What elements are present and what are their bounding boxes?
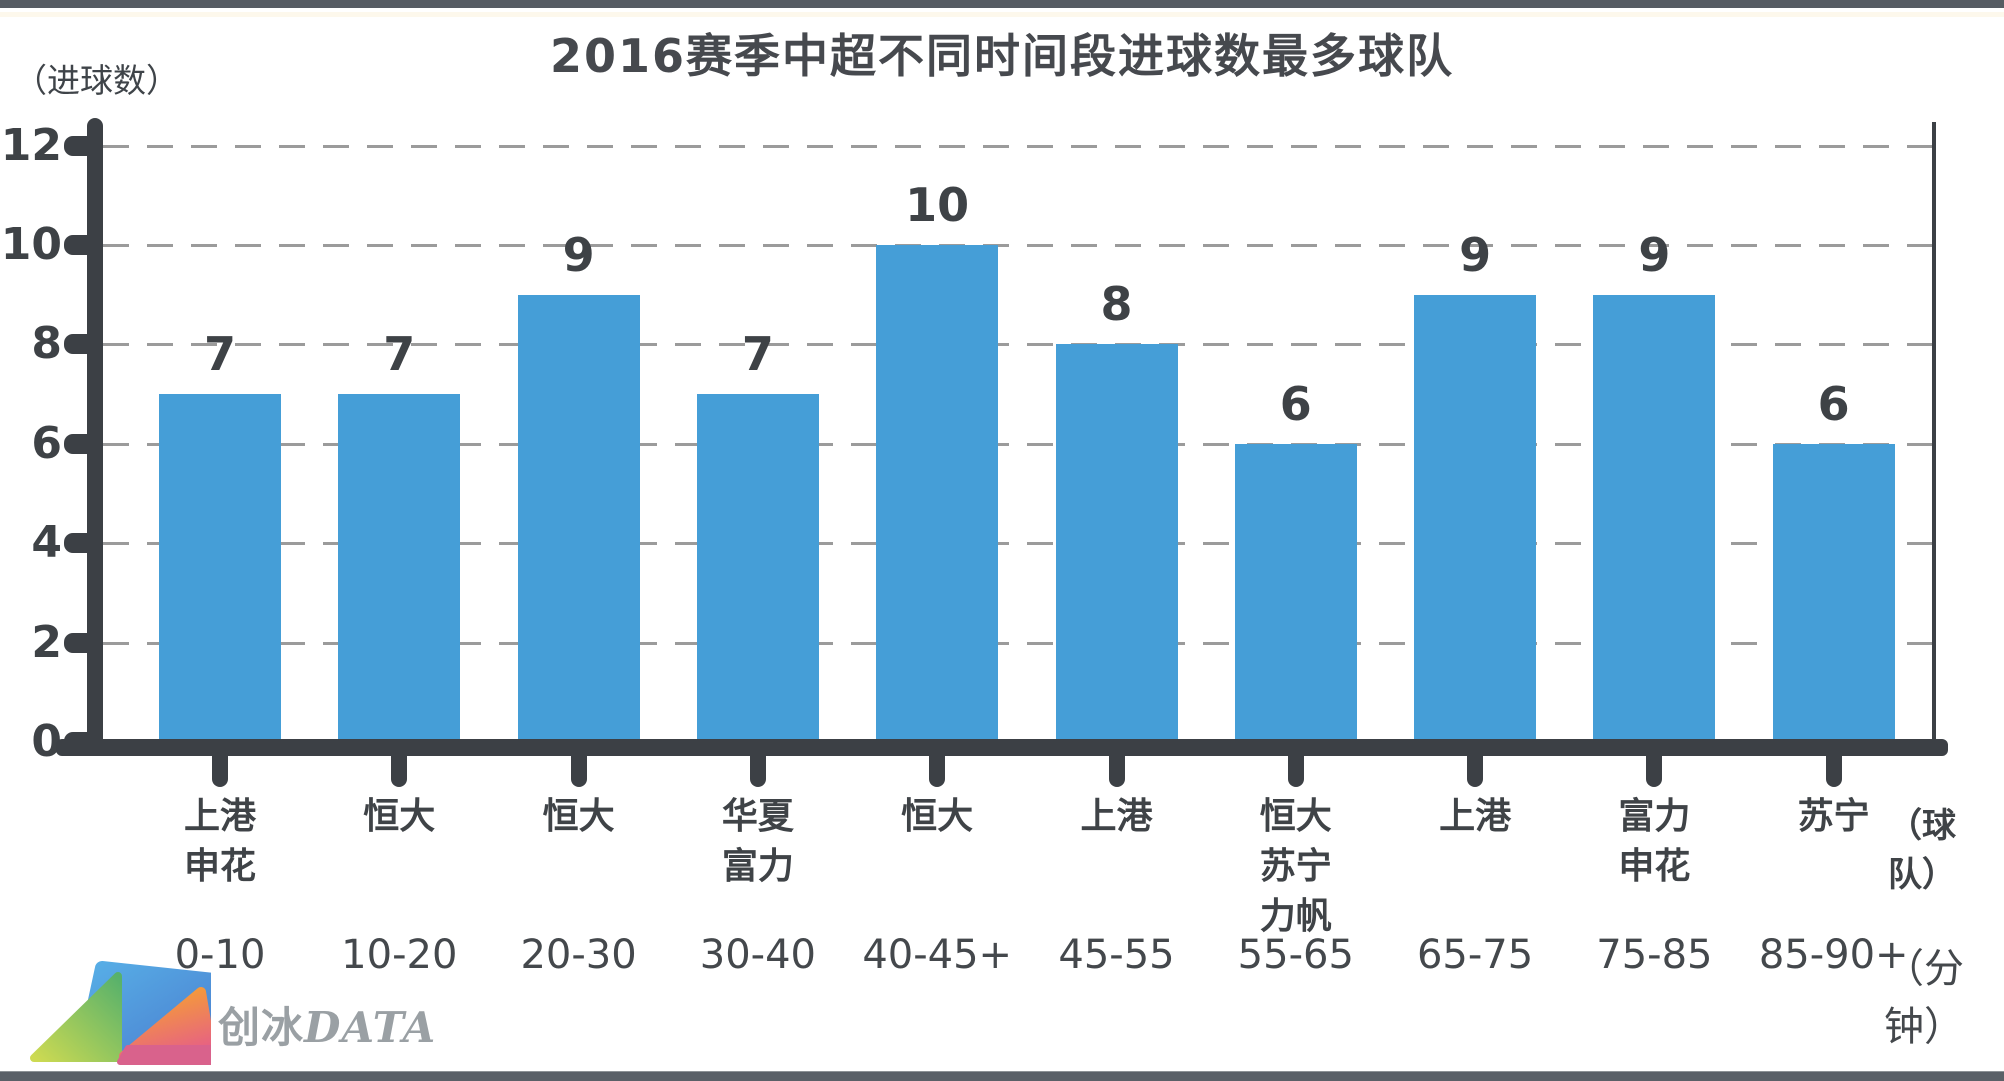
logo-wordmark-cn: 创冰 [218,1003,305,1052]
bar-value-20-30: 9 [562,227,595,282]
team-label-85-90+: 苏宁 [1797,796,1870,837]
bar-value-30-40: 7 [741,327,774,382]
bar-30-40 [696,394,819,739]
logo-mark-icon [30,961,211,1065]
bar-20-30 [517,294,640,739]
plot-right-border [1932,122,1936,745]
logo-wordmark-en: DATA [304,1003,437,1052]
bar-value-45-55: 8 [1100,277,1133,332]
bar-85-90+ [1772,443,1895,739]
x-axis-tick-85-90+ [1825,754,1842,787]
bar-value-65-75: 9 [1459,227,1492,282]
x-axis-team-unit-label: （球队） [1888,806,1956,895]
time-label-55-65: 55-65 [1237,932,1354,978]
chart-title: 2016赛季中超不同时间段进球数最多球队 [549,29,1455,83]
team-label-10-20: 恒大 [363,796,436,837]
team-label-65-75: 上港 [1439,796,1512,837]
bar-10-20 [338,394,461,739]
y-tick-label-8: 8 [31,318,62,370]
bar-value-40-45+: 10 [905,178,970,232]
time-label-75-85: 75-85 [1596,932,1713,978]
x-axis-minute-unit-label: （分钟） [1884,946,1964,1050]
gridline-y4 [103,542,1932,546]
time-label-20-30: 20-30 [520,932,637,978]
x-axis-tick-0-10 [212,754,228,787]
gridline-y10 [103,244,1932,247]
x-axis-line [56,739,1948,756]
y-tick-label-4: 4 [31,517,62,569]
x-axis-tick-55-65 [1287,754,1304,787]
bar-value-0-10: 7 [203,327,236,382]
bar-65-75 [1414,294,1537,739]
bar-value-85-90+: 6 [1817,376,1850,431]
bar-value-10-20: 7 [383,327,416,382]
bar-55-65 [1234,443,1357,739]
gridline-y8 [103,343,1932,347]
time-label-40-45+: 40-45+ [862,932,1013,978]
bar-75-85 [1593,294,1716,739]
bar-0-10 [159,394,281,739]
y-axis-unit-label: （进球数） [14,61,179,100]
gridline-y2 [103,641,1932,645]
gridline-y6 [103,442,1932,446]
team-label-40-45+: 恒大 [901,796,974,837]
team-label-45-55: 上港 [1080,796,1153,837]
x-axis-tick-30-40 [749,754,766,787]
window-top-bar [0,0,2004,8]
time-label-85-90+: 85-90+ [1758,932,1909,978]
y-tick-label-0: 0 [31,716,62,767]
time-label-0-10: 0-10 [174,932,266,978]
chuangbing-data-logo: 创冰DATA [26,952,435,1070]
y-axis-line [87,118,103,756]
x-axis-tick-75-85 [1646,754,1663,787]
x-axis-tick-10-20 [391,754,408,787]
team-label-30-40: 华夏 富力 [721,796,794,887]
x-axis-tick-20-30 [570,754,587,787]
y-tick-label-10: 10 [0,219,62,270]
team-label-20-30: 恒大 [542,796,615,837]
time-label-65-75: 65-75 [1416,932,1534,978]
bar-value-75-85: 9 [1638,227,1671,282]
gridline-y12 [103,144,1932,148]
x-axis-tick-40-45+ [929,754,946,787]
bar-value-55-65: 6 [1279,376,1312,431]
bar-40-45+ [876,245,999,739]
decorative-strip [0,12,2004,17]
team-label-0-10: 上港 申花 [183,796,256,887]
window-bottom-bar [0,1071,2004,1081]
time-label-45-55: 45-55 [1058,932,1175,978]
bar-45-55 [1055,344,1178,739]
time-label-30-40: 30-40 [699,932,816,978]
time-label-10-20: 10-20 [341,932,458,978]
y-tick-label-2: 2 [31,616,62,668]
x-axis-tick-65-75 [1467,754,1484,787]
x-axis-tick-45-55 [1108,754,1125,787]
logo-wordmark: 创冰DATA [218,994,436,1055]
y-tick-label-12: 12 [0,119,62,171]
team-label-55-65: 恒大 苏宁 力帆 [1259,796,1332,937]
y-tick-label-6: 6 [31,417,62,469]
team-label-75-85: 富力 申花 [1618,796,1691,887]
